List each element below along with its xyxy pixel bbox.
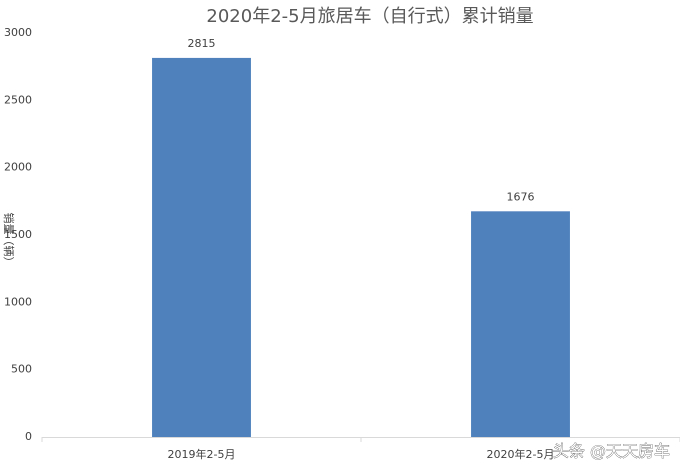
y-tick-label: 0 xyxy=(25,430,32,443)
x-tick-label: 2020年2-5月 xyxy=(487,447,555,461)
y-tick-label: 2500 xyxy=(4,93,32,106)
y-tick-label: 1000 xyxy=(4,295,32,308)
y-tick-label: 3000 xyxy=(4,26,32,39)
watermark: 头条 @天天房车 xyxy=(553,442,670,461)
data-label: 2815 xyxy=(188,37,216,50)
chart-title: 2020年2-5月旅居车（自行式）累计销量 xyxy=(206,6,533,27)
data-label: 1676 xyxy=(507,190,535,203)
y-tick-label: 500 xyxy=(11,363,32,376)
x-tick-label: 2019年2-5月 xyxy=(168,447,236,461)
y-tick-label: 2000 xyxy=(4,161,32,174)
y-axis-label: 销量（辆） xyxy=(2,213,16,268)
bar xyxy=(152,57,251,438)
bar xyxy=(471,211,570,437)
y-tick-label: 1500 xyxy=(4,228,32,241)
